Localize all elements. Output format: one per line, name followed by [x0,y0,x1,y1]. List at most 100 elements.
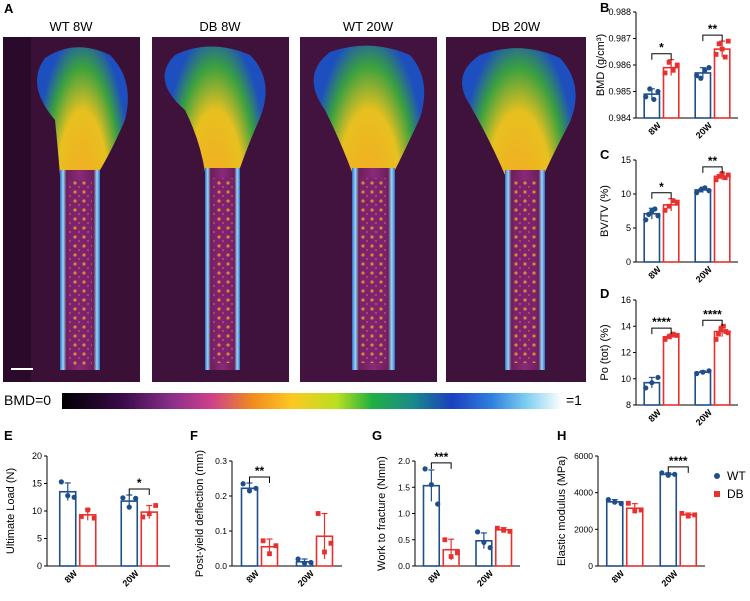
legend-label-db: DB [727,487,744,501]
data-point-wt [71,494,77,500]
significance-bracket [651,192,672,199]
y-tick-label: 1.0 [398,509,410,519]
data-point-db [725,38,731,44]
data-point-wt [308,559,314,566]
significance-bracket [430,462,452,469]
data-point-db [719,46,725,52]
ct-label-db-20w: DB 20W [492,19,541,34]
y-tick-label: 0 [588,561,593,571]
y-tick-label: 0.988 [608,7,631,17]
data-point-db [685,513,691,519]
data-point-wt [694,190,700,196]
data-point-wt [435,501,441,507]
data-point-wt [649,380,655,386]
data-point-wt [643,94,649,100]
data-point-wt [702,67,708,73]
data-point-db [153,503,159,508]
y-tick-label: 12 [621,348,631,358]
significance-label: **** [652,315,671,329]
significance-bracket [128,488,150,496]
data-point-wt [646,211,652,217]
data-point-wt [643,217,649,223]
bar-wt-8w [240,487,259,567]
y-tick-label: 10 [621,189,631,199]
y-tick-label: 0 [626,257,631,267]
data-point-db [448,554,454,559]
y-tick-label: 0.5 [398,535,410,545]
bar-db-20w [713,330,731,406]
data-point-db [501,527,507,533]
x-tick-label: 8W [610,568,627,585]
x-tick-label: 20W [694,120,715,141]
y-tick-label: 15 [621,155,631,165]
data-point-wt [655,213,661,219]
ct-image-wt-8w [3,37,140,382]
data-point-wt [655,374,661,381]
data-point-db [267,551,272,557]
data-point-wt [295,556,301,562]
y-tick-label: 5 [626,223,631,233]
data-point-wt [655,88,661,95]
ct-label-wt-20w: WT 20W [343,19,394,34]
x-tick-label: 20W [660,568,681,589]
chart-d: D 8 10 12 14 16 Po (tot) (%) 8W 20W **** **** [599,286,738,428]
significance-label: ** [708,22,718,36]
y-axis-label: Post-yield deflection (mm) [194,450,206,577]
x-tick-label: 8W [646,407,663,424]
y-tick-label: 2.0 [398,456,410,466]
data-point-wt [652,206,658,212]
data-point-db [725,172,731,178]
y-tick-label: 0.987 [608,34,631,44]
y-tick-label: 0 [37,561,42,571]
y-tick-label: 16 [621,295,631,305]
x-tick-label: 8W [426,568,443,585]
significance-bracket [702,166,723,173]
y-tick-label: 4000 [574,488,593,498]
y-tick-label: 0.2 [215,491,227,501]
data-point-db [315,511,321,516]
y-tick-label: 0.984 [608,113,631,123]
data-point-wt [481,539,487,545]
bar-db-20w [679,513,698,567]
y-axis-label: BV/TV (%) [599,185,611,237]
data-point-wt [643,385,649,391]
x-tick-label: 20W [694,264,715,285]
x-tick-label: 20W [694,407,715,428]
significance-label: **** [703,307,722,321]
data-point-db [674,62,680,68]
data-point-wt [702,185,708,191]
data-point-wt [487,545,493,551]
data-point-db [713,336,719,342]
legend-marker-db [714,491,720,497]
y-tick-label: 6000 [574,451,593,461]
data-point-db [662,207,668,213]
x-tick-label: 8W [646,120,663,137]
chart-h: H 0 2000 4000 6000 Elastic modulus (MPa) 8W 20W… [556,428,746,589]
bar-wt-20w [694,189,712,263]
data-point-db [716,41,722,47]
x-tick-label: 8W [63,568,80,585]
y-tick-label: 14 [621,321,631,331]
data-point-wt [612,499,618,505]
y-tick-label: 0.1 [215,526,227,536]
data-point-db [692,512,698,518]
significance-label: ** [255,464,265,478]
panel-c-label: C [600,147,610,162]
data-point-db [85,507,91,513]
data-point-db [716,331,721,337]
data-point-db [91,515,97,521]
data-point-db [674,199,680,205]
data-point-wt [126,504,132,510]
data-point-wt [694,370,700,377]
data-point-wt [246,488,253,494]
ct-label-wt-8w: WT 8W [49,19,93,34]
significance-label: * [137,476,142,490]
ct-image-wt-20w [300,37,437,382]
x-tick-label: 8W [244,568,261,585]
y-axis-label: Elastic modulus (MPa) [556,456,568,566]
colorbar-max-label: =1 [566,392,582,408]
chart-e: E 0 5 10 15 20 Ultimate Load (N) 8W 20W * [4,428,170,589]
bar-db-8w [625,507,644,567]
panel-h-label: H [557,428,566,443]
